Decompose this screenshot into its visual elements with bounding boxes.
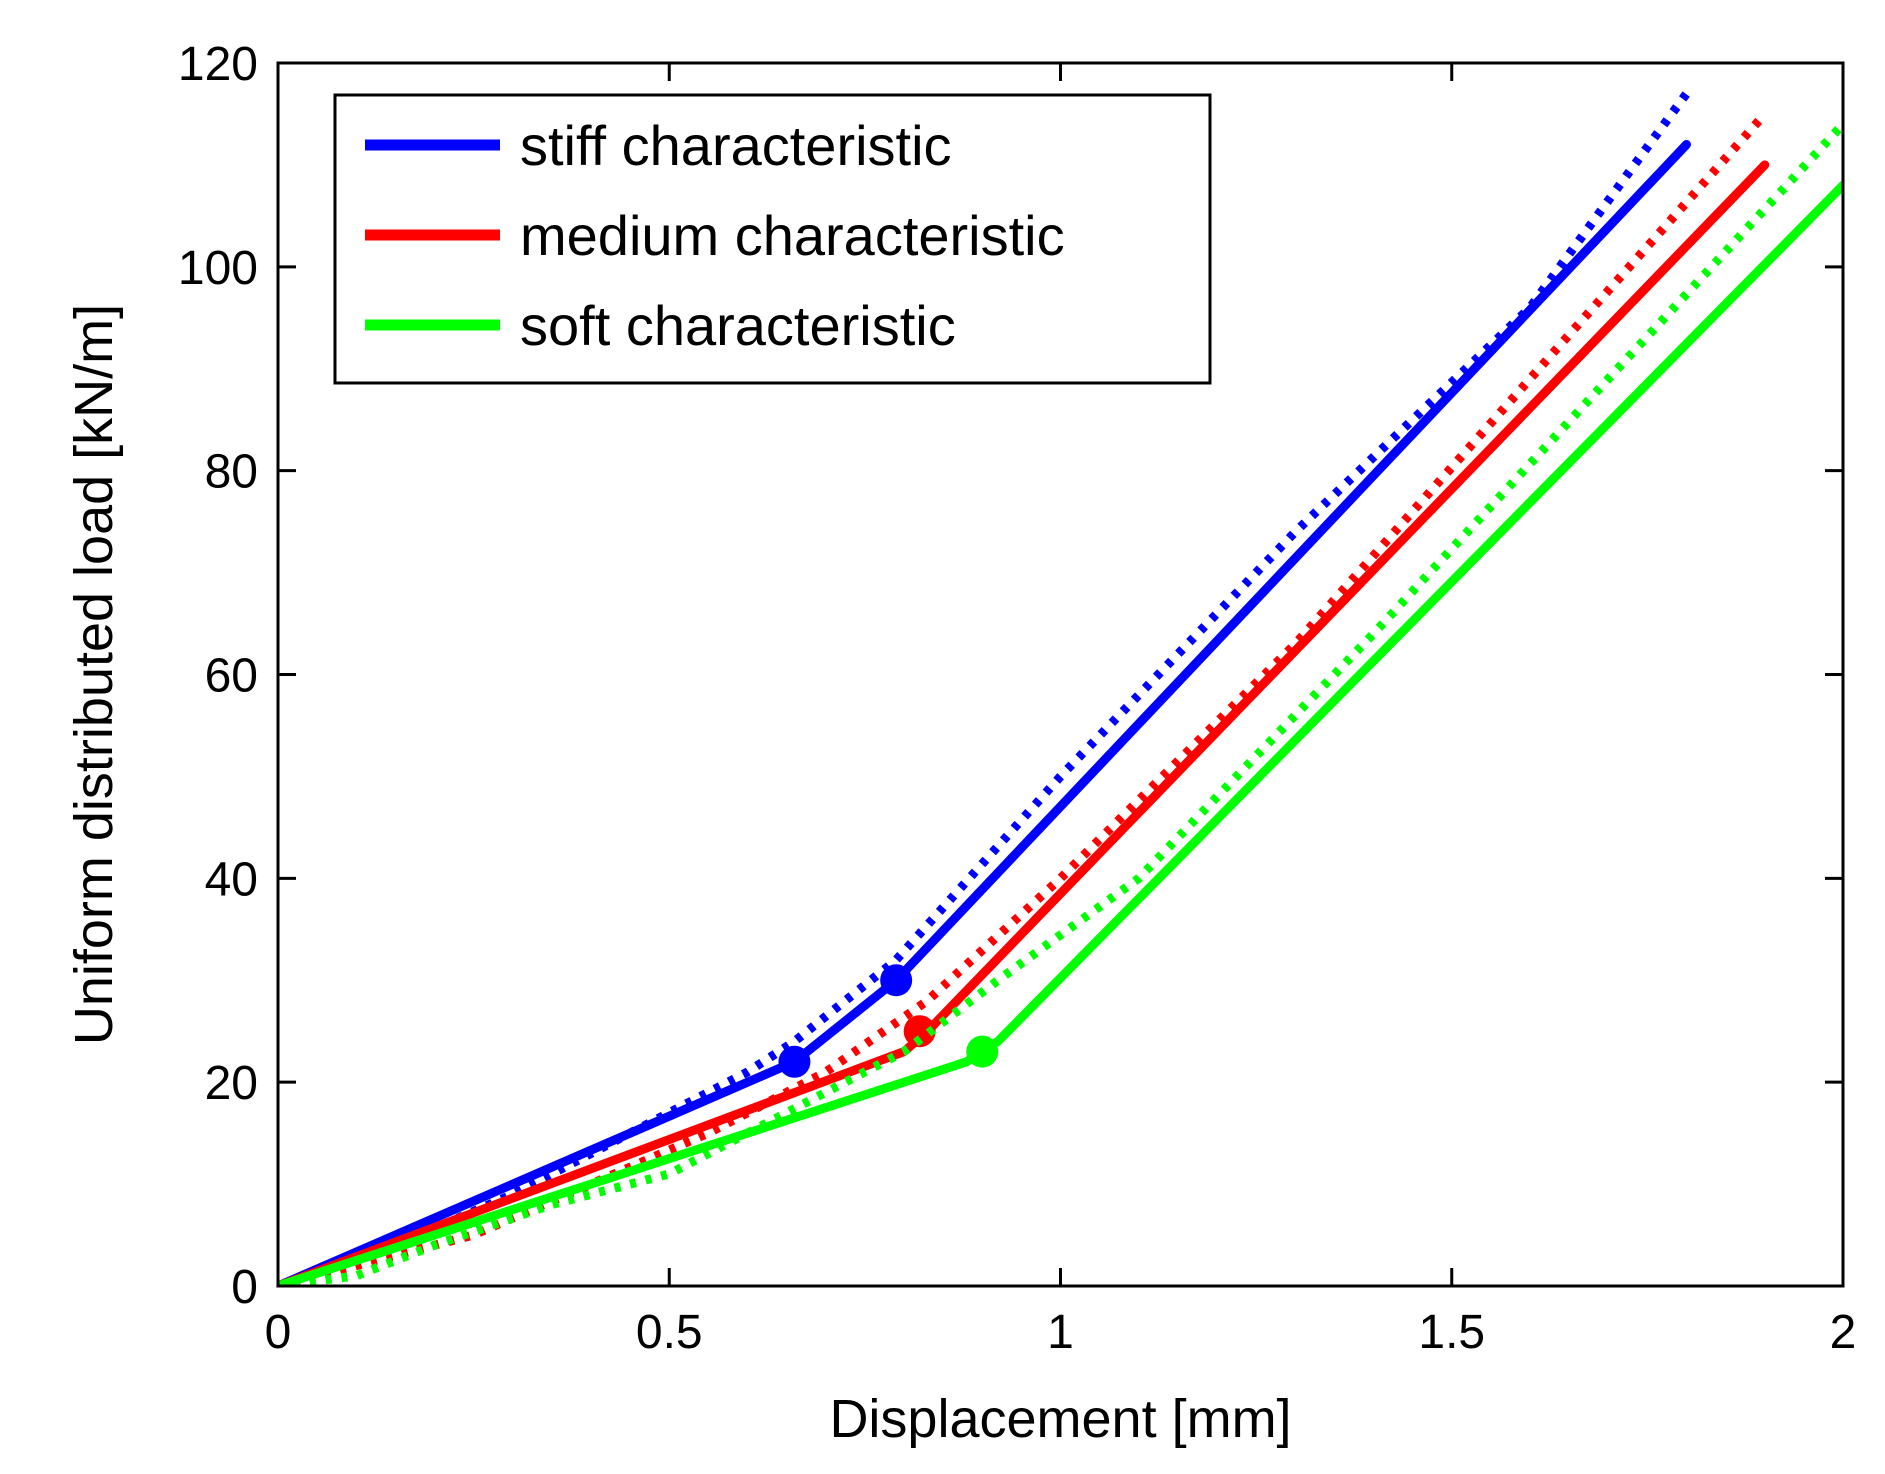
series-1-knee-marker-0 [903,1015,936,1048]
y-tick-label: 120 [178,38,258,91]
y-tick-label: 40 [205,853,258,906]
y-axis-title: Uniform distributed load [kN/m] [64,304,124,1045]
x-tick-label: 0.5 [636,1306,703,1359]
legend-label-1: medium characteristic [520,204,1065,267]
series-0-knee-marker-0 [778,1045,811,1078]
series-0-dotted-line [278,90,1691,1286]
x-axis-title: Displacement [mm] [829,1389,1291,1449]
y-tick-label: 100 [178,242,258,295]
x-tick-label: 0 [265,1306,292,1359]
x-tick-label: 1.5 [1418,1306,1485,1359]
series-0-knee-marker-1 [880,964,913,997]
x-tick-label: 1 [1047,1306,1074,1359]
y-tick-label: 80 [205,446,258,499]
legend: stiff characteristic medium characteristi… [333,93,1212,385]
series-0-solid-line [278,140,1691,1286]
y-tick-label: 60 [205,650,258,703]
legend-label-2: soft characteristic [520,294,956,357]
plot-area [278,90,1843,1286]
series-2-knee-marker-0 [966,1035,999,1068]
x-tick-label: 2 [1830,1306,1857,1359]
series-2-dotted-line [278,121,1843,1286]
y-tick-label: 0 [231,1261,258,1314]
y-tick-label: 20 [205,1057,258,1110]
legend-label-0: stiff characteristic [520,114,952,177]
